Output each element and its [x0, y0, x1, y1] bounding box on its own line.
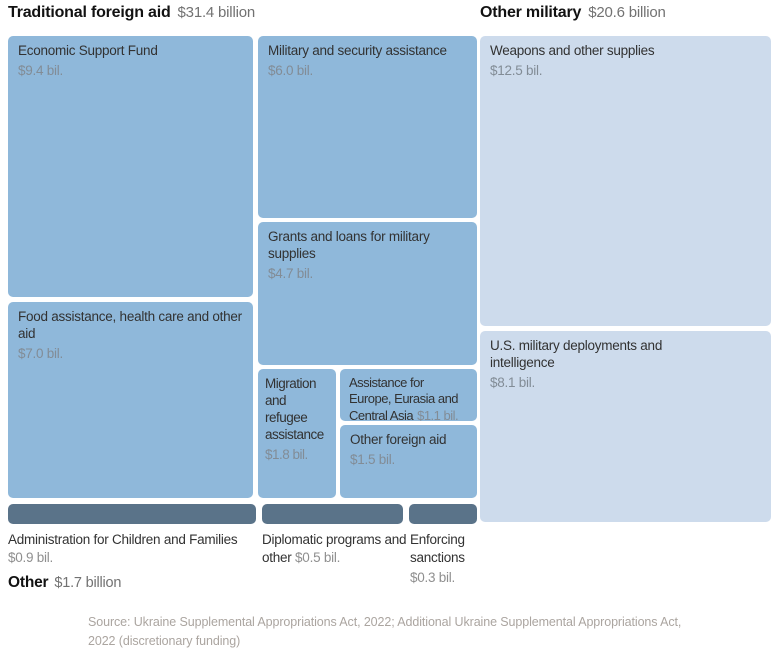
tile-value: $1.5 bil. [350, 451, 396, 467]
tile-label: Economic Support Fund [18, 43, 158, 58]
source-note: Source: Ukraine Supplemental Appropriati… [88, 615, 682, 648]
tile-value: $9.4 bil. [18, 62, 64, 78]
bar-label-value: $0.3 bil. [410, 570, 456, 586]
tile-food-assistance: Food assistance, health care and other a… [8, 302, 253, 498]
tile-migration-refugee-assistance: Migration and refugee assistance $1.8 bi… [258, 369, 336, 498]
tile-label: Grants and loans for military supplies [268, 229, 430, 261]
tile-value: $12.5 bil. [490, 62, 543, 78]
tile-label: U.S. military deployments and intelligen… [490, 338, 663, 370]
tile-other-foreign-aid: Other foreign aid $1.5 bil. [340, 425, 477, 498]
tile-enforcing-sanctions [409, 504, 477, 524]
tile-value: $6.0 bil. [268, 62, 314, 78]
group-title: Other [8, 574, 49, 591]
tile-assistance-europe-eurasia: Assistance for Europe, Eurasia and Centr… [340, 369, 477, 423]
tile-label: Other foreign aid [350, 432, 447, 447]
bar-label-text: Diplomatic programs and other [262, 532, 407, 565]
tile-label: Migration and refugee assistance [265, 376, 324, 442]
group-header-traditional-aid: Traditional foreign aid $31.4 billion [8, 4, 255, 22]
group-header-other-military: Other military $20.6 billion [480, 4, 666, 22]
tile-label: Food assistance, health care and other a… [18, 309, 242, 341]
tile-label: Weapons and other supplies [490, 43, 655, 58]
group-total: $20.6 billion [588, 4, 666, 21]
tile-us-military-deployments: U.S. military deployments and intelligen… [480, 331, 771, 522]
tile-value: $1.8 bil. [265, 446, 308, 462]
group-header-other: Other $1.7 billion [8, 574, 121, 592]
label-administration-children-families: Administration for Children and Families… [8, 531, 258, 566]
tile-value: $7.0 bil. [18, 345, 64, 361]
bar-label-text: Administration for Children and Families [8, 532, 238, 547]
group-title: Other military [480, 4, 582, 21]
tile-label: Assistance for Europe, Eurasia and Centr… [349, 375, 459, 423]
tile-economic-support-fund: Economic Support Fund $9.4 bil. [8, 36, 253, 297]
tile-grants-loans-military-supplies: Grants and loans for military supplies $… [258, 222, 477, 365]
tile-weapons-other-supplies: Weapons and other supplies $12.5 bil. [480, 36, 771, 326]
group-title: Traditional foreign aid [8, 4, 171, 21]
bar-label-value: $0.5 bil. [295, 549, 341, 565]
label-enforcing-sanctions: Enforcing sanctions $0.3 bil. [410, 531, 490, 587]
tile-value: $4.7 bil. [268, 265, 314, 281]
tile-administration-children-families [8, 504, 256, 524]
tile-military-security-assistance: Military and security assistance $6.0 bi… [258, 36, 477, 218]
group-total: $31.4 billion [177, 4, 256, 21]
tile-diplomatic-programs [262, 504, 403, 524]
tile-value: $8.1 bil. [490, 374, 536, 390]
bar-label-text: Enforcing sanctions [410, 532, 465, 565]
tile-value: $1.1 bil. [417, 407, 459, 423]
bar-label-value: $0.9 bil. [8, 549, 54, 565]
group-total: $1.7 billion [54, 575, 122, 591]
tile-label: Military and security assistance [268, 43, 447, 58]
label-diplomatic-programs: Diplomatic programs and other $0.5 bil. [262, 531, 414, 566]
